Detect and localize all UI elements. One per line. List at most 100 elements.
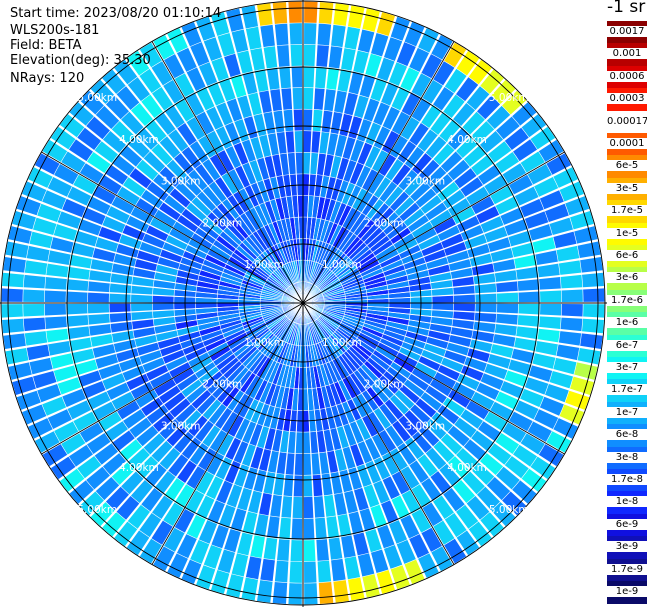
range-gate-cell: [146, 225, 169, 242]
azimuth-spoke: [302, 151, 565, 304]
range-gate-cell: [359, 332, 380, 346]
range-gate-cell: [61, 433, 86, 455]
range-gate-cell: [539, 316, 561, 329]
colorbar-swatch: 0.001: [607, 43, 647, 67]
range-gate-cell: [324, 494, 336, 517]
range-gate-cell: [79, 422, 104, 443]
ray-separator: [302, 100, 528, 304]
ray-separator: [302, 78, 506, 304]
range-gate-cell: [295, 152, 303, 174]
range-gate-cell: [520, 151, 545, 173]
range-gate-cell: [248, 490, 262, 514]
range-gate-cell: [391, 111, 410, 135]
range-gate-cell: [357, 553, 375, 577]
range-gate-cell: [359, 508, 376, 532]
range-gate-cell: [222, 199, 240, 219]
range-gate-cell: [380, 338, 401, 352]
range-gate-cell: [231, 367, 249, 387]
range-gate-cell: [306, 261, 312, 282]
range-gate-cell: [539, 277, 561, 290]
range-gate-cell: [143, 151, 166, 173]
range-gate-cell: [334, 493, 347, 516]
range-gate-cell: [381, 334, 403, 347]
range-gate-cell: [201, 264, 223, 277]
range-gate-cell: [530, 126, 556, 150]
range-gate-cell: [256, 357, 271, 378]
range-gate-cell: [23, 274, 46, 289]
range-gate-cell: [527, 164, 552, 185]
range-gate-cell: [538, 444, 564, 467]
range-gate-cell: [281, 88, 293, 110]
range-gate-cell: [297, 389, 303, 411]
range-gate-cell: [303, 195, 309, 217]
range-gate-cell: [257, 180, 270, 203]
range-gate-cell: [260, 253, 276, 271]
range-gate-cell: [130, 102, 153, 127]
range-gate-cell: [2, 318, 24, 334]
ray-separator: [224, 11, 304, 304]
range-gate-cell: [131, 285, 153, 295]
range-gate-cell: [422, 79, 443, 104]
range-gate-cell: [261, 294, 282, 300]
range-gate-cell: [553, 231, 577, 249]
range-gate-cell: [74, 230, 98, 247]
range-gate-cell: [5, 241, 29, 259]
range-gate-cell: [196, 111, 215, 135]
range-gate-cell: [513, 444, 538, 467]
range-gate-cell: [377, 342, 399, 357]
range-gate-cell: [553, 167, 578, 188]
range-gate-cell: [23, 289, 45, 302]
range-gate-cell: [480, 512, 504, 537]
range-gate-cell: [401, 251, 424, 264]
range-gate-cell: [219, 316, 241, 325]
range-gate-cell: [87, 292, 110, 303]
range-gate-cell: [388, 286, 410, 294]
range-gate-cell: [307, 323, 314, 345]
range-gate-cell: [102, 130, 127, 153]
range-gate-cell: [186, 117, 206, 140]
range-gate-cell: [323, 290, 345, 298]
range-gate-cell: [221, 272, 243, 283]
range-gate-cell: [280, 430, 289, 453]
ray-separator: [302, 302, 580, 427]
range-gate-cell: [257, 580, 273, 603]
range-gate-cell: [245, 236, 263, 255]
range-gate-cell: [264, 428, 276, 450]
range-gate-cell: [560, 274, 583, 289]
range-gate-cell: [260, 305, 282, 310]
ray-separator: [302, 302, 599, 367]
range-gate-cell: [166, 159, 188, 181]
range-gate-cell: [471, 196, 495, 215]
range-gate-cell: [203, 334, 225, 347]
range-gate-cell: [328, 251, 344, 270]
range-gate-cell: [329, 383, 342, 405]
range-gate-cell: [114, 521, 138, 547]
range-gate-cell: [404, 22, 425, 47]
range-gate-cell: [307, 261, 314, 283]
range-gate-cell: [260, 300, 282, 303]
range-gate-cell: [189, 443, 209, 465]
range-gate-cell: [560, 317, 583, 332]
range-gate-cell: [1, 304, 23, 318]
range-gate-cell: [411, 221, 433, 238]
range-gate-cell: [226, 98, 243, 122]
ray-separator: [15, 209, 304, 304]
range-gate-cell: [365, 122, 382, 146]
range-gate-cell: [342, 377, 357, 399]
range-gate-cell: [429, 272, 452, 283]
range-gate-cell: [303, 260, 306, 282]
ray-separator: [302, 302, 604, 335]
ray-separator: [302, 302, 602, 351]
range-gate-cell: [116, 496, 140, 520]
range-gate-cell: [439, 119, 461, 143]
range-gate-cell: [231, 338, 251, 354]
ray-separator: [11, 302, 304, 382]
range-gate-cell: [252, 231, 268, 251]
range-gate-cell: [174, 98, 195, 122]
range-gate-cell: [471, 462, 495, 485]
range-gate-cell: [173, 368, 195, 385]
range-gate-cell: [433, 495, 454, 520]
ray-separator: [302, 33, 441, 304]
range-gate-cell: [294, 261, 300, 282]
range-gate-cell: [389, 448, 408, 471]
